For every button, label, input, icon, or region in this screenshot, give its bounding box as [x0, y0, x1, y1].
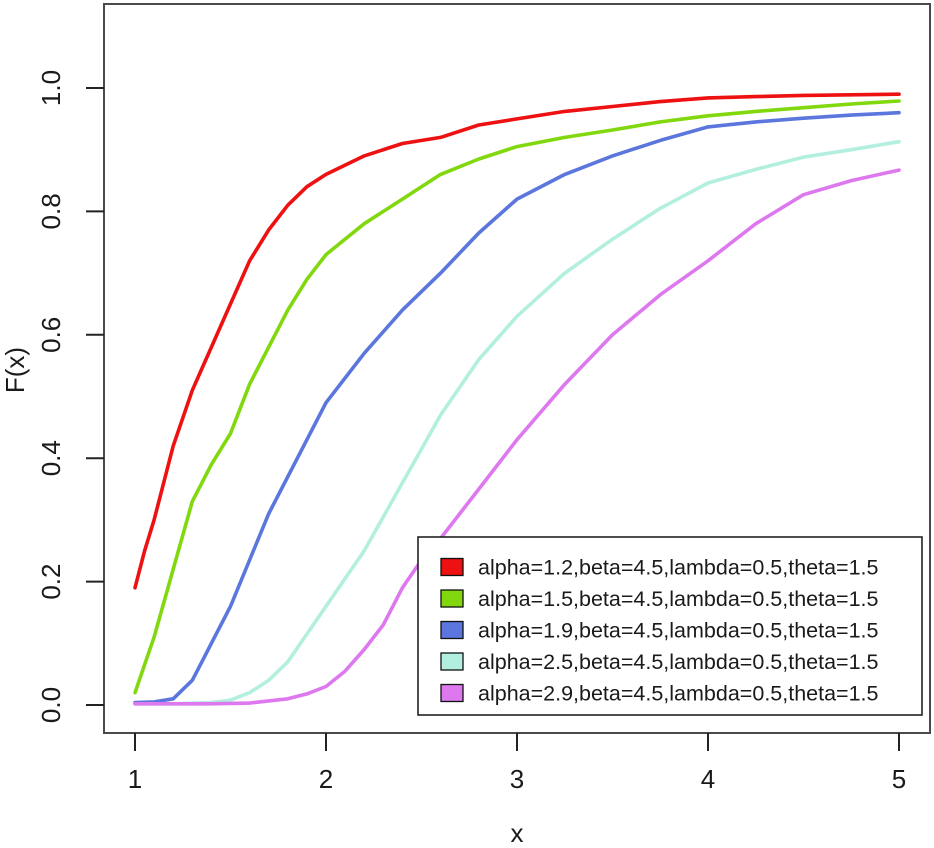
- legend-swatch-5: [440, 683, 464, 703]
- y-tick-label-0.0: 0.0: [36, 687, 66, 723]
- curve-series-3: [133, 110, 901, 705]
- y-tick-label-0.4: 0.4: [36, 440, 66, 476]
- y-axis-title: F(x): [0, 347, 30, 393]
- x-tick-label-4: 4: [701, 764, 715, 794]
- legend-label-4: alpha=2.5,beta=4.5,lambda=0.5,theta=1.5: [478, 650, 879, 674]
- legend-label-1: alpha=1.2,beta=4.5,lambda=0.5,theta=1.5: [478, 556, 879, 580]
- legend-box: [417, 536, 923, 716]
- legend-label-2: alpha=1.5,beta=4.5,lambda=0.5,theta=1.5: [478, 587, 879, 611]
- y-tick-label-0.8: 0.8: [36, 193, 66, 229]
- legend-swatch-3: [440, 620, 464, 640]
- legend-swatch-1: [440, 557, 464, 577]
- curve-series-4: [133, 139, 901, 706]
- x-tick-label-2: 2: [319, 764, 333, 794]
- legend-swatch-2: [440, 589, 464, 608]
- x-tick-label-3: 3: [510, 764, 524, 794]
- y-tick-label-0.2: 0.2: [36, 564, 66, 600]
- curve-series-1: [133, 92, 901, 590]
- y-tick-label-1.0: 1.0: [36, 70, 66, 106]
- x-axis-title: x: [511, 818, 524, 848]
- x-tick-label-5: 5: [892, 764, 906, 794]
- legend-label-5: alpha=2.9,beta=4.5,lambda=0.5,theta=1.5: [478, 682, 879, 706]
- legend-label-3: alpha=1.9,beta=4.5,lambda=0.5,theta=1.5: [478, 619, 879, 643]
- y-tick-label-0.6: 0.6: [36, 317, 66, 353]
- curve-series-2: [133, 99, 901, 695]
- legend-swatch-4: [440, 652, 464, 671]
- x-tick-label-1: 1: [128, 764, 142, 794]
